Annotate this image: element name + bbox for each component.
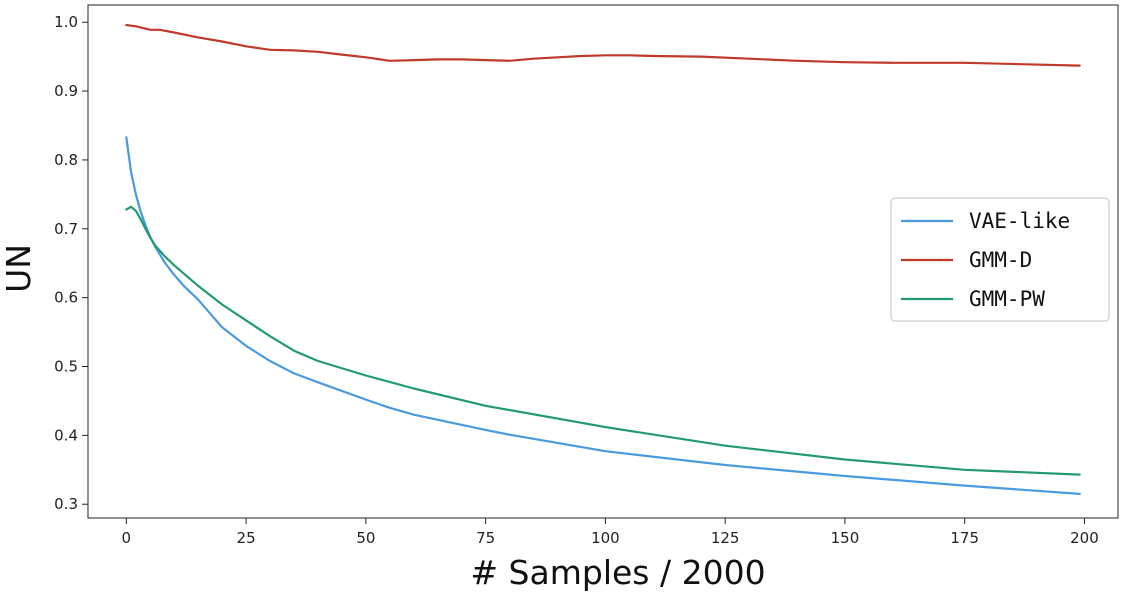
- y-tick-label: 0.6: [54, 289, 78, 307]
- y-tick-label: 0.3: [54, 495, 78, 513]
- legend-label-gmm-d: GMM-D: [969, 248, 1032, 272]
- y-tick-label: 0.5: [54, 358, 78, 376]
- x-tick-label: 150: [831, 529, 860, 547]
- x-tick-label: 25: [237, 529, 256, 547]
- legend: VAE-like GMM-D GMM-PW: [890, 197, 1110, 322]
- series-line-gmm-pw: [125, 205, 1081, 476]
- legend-label-gmm-pw: GMM-PW: [969, 287, 1045, 311]
- x-tick-label: 100: [591, 529, 620, 547]
- x-tick-label: 125: [711, 529, 740, 547]
- x-tick-label: 75: [476, 529, 495, 547]
- x-axis-label: # Samples / 2000: [470, 553, 765, 592]
- x-tick-label: 175: [950, 529, 979, 547]
- y-tick-label: 0.8: [54, 151, 78, 169]
- x-tick-label: 0: [122, 529, 132, 547]
- x-axis: 0 25 50 75 100 125 150 175 200: [122, 518, 1099, 547]
- y-tick-label: 0.4: [54, 426, 78, 444]
- y-axis: 0.3 0.4 0.5 0.6 0.7 0.8 0.9 1.0: [54, 13, 88, 513]
- y-tick-label: 0.9: [54, 82, 78, 100]
- plot-frame: [87, 4, 1119, 519]
- y-tick-label: 0.7: [54, 220, 78, 238]
- y-axis-label: UN: [0, 244, 38, 293]
- legend-label-vae-like: VAE-like: [969, 209, 1070, 233]
- y-tick-label: 1.0: [54, 13, 78, 31]
- x-tick-label: 50: [356, 529, 375, 547]
- plot-area: 0 25 50 75 100 125 150 175 200 0.30.40.50.60.70.…: [54, 4, 1119, 547]
- series-lines: [125, 23, 1081, 495]
- series-line-vae-like: [125, 136, 1081, 495]
- legend-box: [890, 197, 1110, 322]
- series-line-gmm-d: [125, 23, 1081, 67]
- legend-items: VAE-like GMM-D GMM-PW: [901, 209, 1070, 311]
- x-tick-label: 200: [1070, 529, 1099, 547]
